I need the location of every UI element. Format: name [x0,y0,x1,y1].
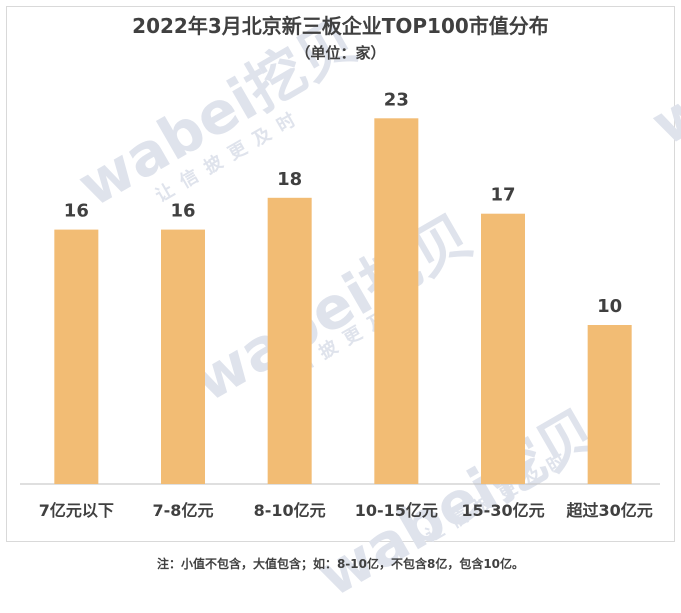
x-tick-label: 15-30亿元 [461,501,544,520]
x-tick-label: 7-8亿元 [153,501,214,520]
chart-frame [6,6,675,542]
bar [161,229,205,484]
bar [374,118,419,485]
bar [267,197,312,485]
data-label: 16 [170,201,195,222]
data-label: 23 [384,89,409,110]
data-label: 17 [490,185,515,206]
data-label: 18 [277,169,302,190]
footnote: 注：小值不包含，大值包含；如：8-10亿，不包含8亿，包含10亿。 [156,557,525,571]
x-tick-label: 7亿元以下 [39,501,114,520]
bar [54,229,99,484]
data-label: 16 [64,201,89,222]
bar [587,325,632,484]
x-tick-label: 10-15亿元 [355,501,438,520]
chart-subtitle: （单位：家） [295,44,386,62]
bar-chart: 16 7亿元以下 16 7-8亿元 18 8-10亿元 23 10-15亿元 17 15-30亿元… [20,89,660,520]
x-tick-label: 超过30亿元 [566,501,653,520]
data-label: 10 [597,296,622,317]
x-tick-label: 8-10亿元 [254,501,326,520]
chart-title: 2022年3月北京新三板企业TOP100市值分布 [132,14,549,38]
bar [481,213,525,484]
